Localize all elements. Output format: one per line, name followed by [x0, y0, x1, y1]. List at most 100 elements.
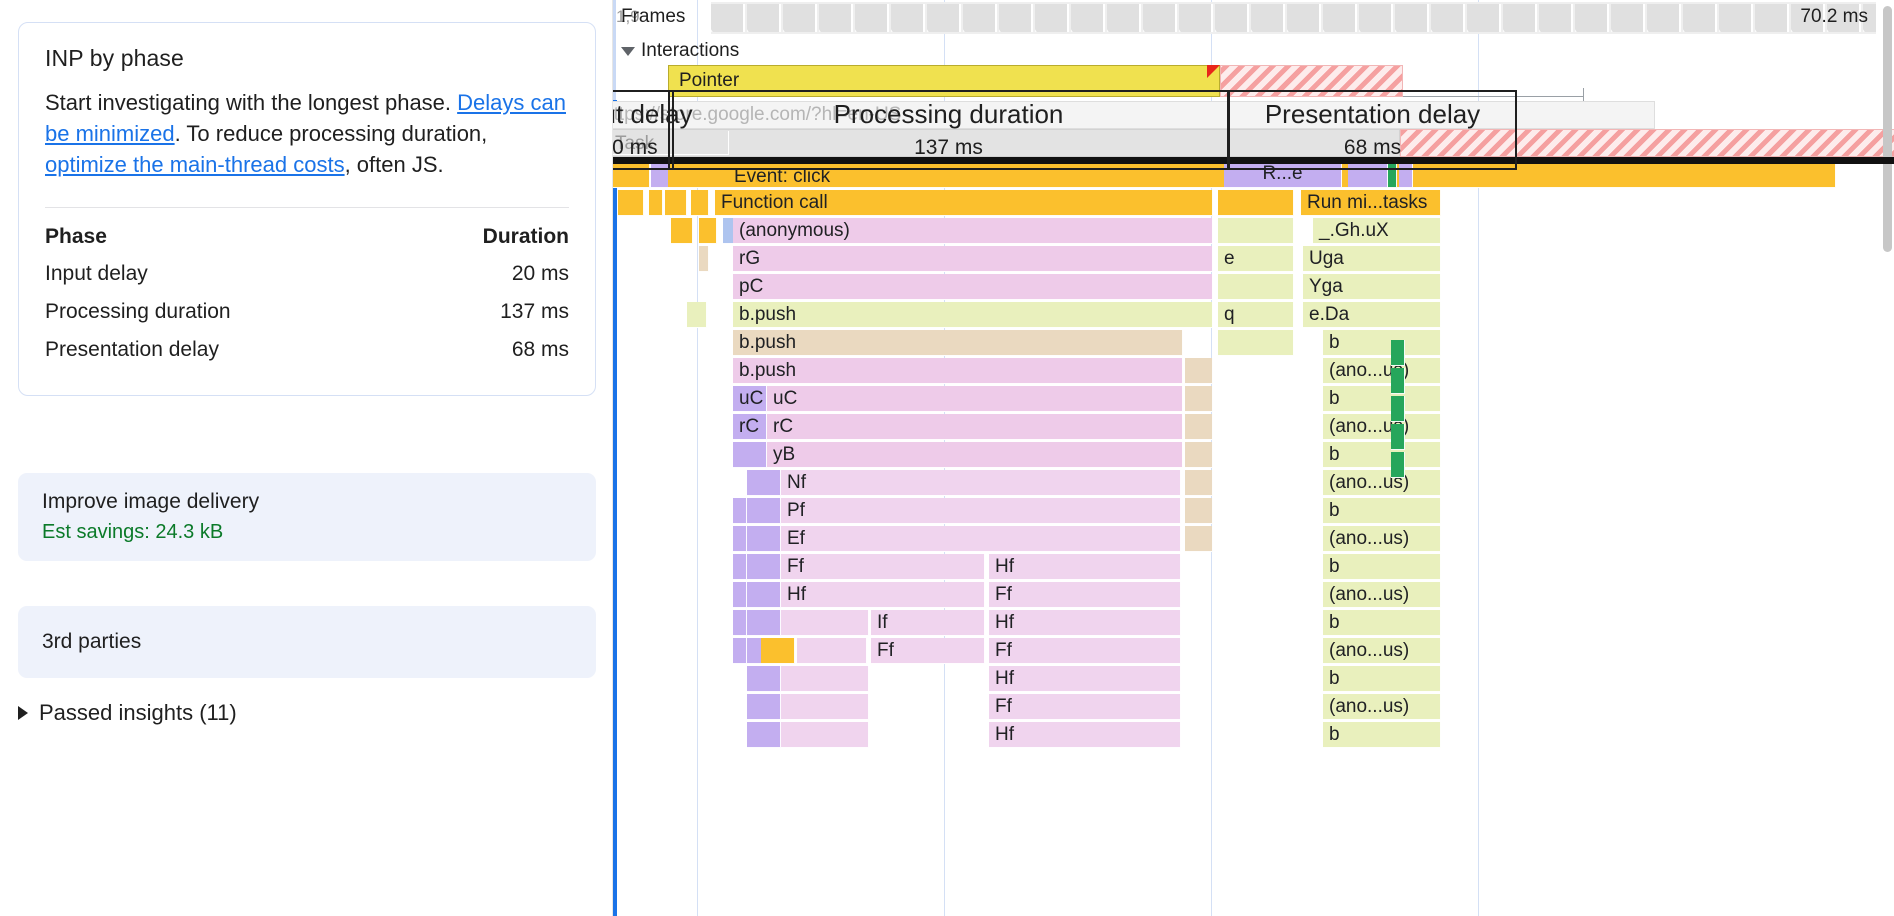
flame-block[interactable]: b	[1323, 554, 1441, 580]
flame-block[interactable]: (ano...us)	[1323, 358, 1441, 384]
frames-track[interactable]: /*frames filled below*/	[711, 2, 1876, 34]
flame-block[interactable]	[1185, 470, 1213, 496]
frame-cell[interactable]	[1863, 4, 1876, 32]
frame-cell[interactable]	[1575, 4, 1609, 32]
flame-block[interactable]: Ff	[989, 582, 1181, 608]
flame-block[interactable]: Pf	[781, 498, 1181, 524]
frame-cell[interactable]	[1179, 4, 1213, 32]
flame-block[interactable]	[733, 638, 747, 664]
flame-block[interactable]: Ff	[989, 694, 1181, 720]
delays-link[interactable]: Delays can be minimized	[45, 90, 566, 147]
frame-cell[interactable]	[1251, 4, 1285, 32]
frame-cell[interactable]	[1287, 4, 1321, 32]
task-band[interactable]	[613, 129, 1400, 157]
flame-block[interactable]: (ano...us)	[1323, 470, 1441, 496]
frame-cell[interactable]	[1683, 4, 1717, 32]
flame-block[interactable]: rC	[767, 414, 1183, 440]
flame-block[interactable]	[665, 190, 687, 216]
flame-block[interactable]: e.Da	[1303, 302, 1441, 328]
flame-block[interactable]: b	[1323, 610, 1441, 636]
flame-block[interactable]: (anonymous)	[733, 218, 1213, 244]
flame-block[interactable]: (ano...us)	[1323, 638, 1441, 664]
interactions-track-header[interactable]: Interactions	[621, 40, 739, 62]
flame-block[interactable]	[733, 498, 747, 524]
frame-cell[interactable]	[1035, 4, 1069, 32]
flame-block[interactable]	[1348, 160, 1388, 188]
flame-block[interactable]: b.push	[733, 302, 1213, 328]
flame-block[interactable]	[1185, 526, 1213, 552]
flame-block[interactable]	[747, 610, 781, 636]
flame-block[interactable]: Ff	[989, 638, 1181, 664]
frame-cell[interactable]	[1143, 4, 1177, 32]
flame-block[interactable]	[747, 582, 781, 608]
flame-block[interactable]: Ff	[871, 638, 985, 664]
frame-cell[interactable]	[855, 4, 889, 32]
flame-block[interactable]	[733, 554, 747, 580]
flame-block[interactable]: b	[1323, 498, 1441, 524]
frame-cell[interactable]	[1719, 4, 1753, 32]
flame-block[interactable]: b	[1323, 330, 1441, 356]
flame-block[interactable]	[1185, 498, 1213, 524]
frame-cell[interactable]	[999, 4, 1033, 32]
flame-block[interactable]	[747, 694, 781, 720]
flame-block[interactable]: yB	[767, 442, 1183, 468]
flame-block[interactable]: Nf	[781, 470, 1181, 496]
flame-block[interactable]: Ff	[781, 554, 985, 580]
frame-cell[interactable]	[1359, 4, 1393, 32]
frame-cell[interactable]	[1323, 4, 1357, 32]
flame-block[interactable]	[1185, 442, 1213, 468]
frame-cell[interactable]	[1827, 4, 1861, 32]
flame-block[interactable]	[671, 218, 693, 244]
flame-block[interactable]	[781, 610, 869, 636]
flame-block[interactable]	[747, 470, 781, 496]
flame-block[interactable]: rG	[733, 246, 1213, 272]
flame-block[interactable]	[699, 246, 709, 272]
flame-block[interactable]	[733, 582, 747, 608]
flame-block[interactable]: q	[1218, 302, 1294, 328]
flame-block[interactable]	[687, 302, 707, 328]
flame-block[interactable]	[1218, 218, 1294, 244]
flame-block[interactable]: Uga	[1303, 246, 1441, 272]
frame-cell[interactable]	[747, 4, 781, 32]
frame-cell[interactable]	[819, 4, 853, 32]
paint-block[interactable]	[1391, 340, 1405, 366]
frame-cell[interactable]	[1431, 4, 1465, 32]
paint-block[interactable]	[1391, 452, 1405, 478]
flame-block[interactable]	[733, 610, 747, 636]
frame-cell[interactable]	[1755, 4, 1789, 32]
flame-block[interactable]	[747, 722, 781, 748]
frame-cell[interactable]	[1467, 4, 1501, 32]
flame-block[interactable]: (ano...us)	[1323, 526, 1441, 552]
flame-block[interactable]	[747, 498, 781, 524]
frame-cell[interactable]	[891, 4, 925, 32]
raf-block[interactable]: R...e	[1224, 160, 1342, 188]
flame-block[interactable]: b	[1323, 442, 1441, 468]
frame-cell[interactable]	[1071, 4, 1105, 32]
flame-block[interactable]	[1218, 330, 1294, 356]
flame-block[interactable]: Hf	[989, 722, 1181, 748]
flame-block[interactable]: b.push	[733, 358, 1183, 384]
flame-block[interactable]	[699, 218, 717, 244]
frame-cell[interactable]	[1539, 4, 1573, 32]
flame-block[interactable]: Run mi...tasks	[1301, 190, 1441, 216]
flame-block[interactable]: If	[871, 610, 985, 636]
flame-block[interactable]: (ano...us)	[1323, 582, 1441, 608]
flame-block[interactable]	[1218, 190, 1294, 216]
flame-block[interactable]: b	[1323, 722, 1441, 748]
flame-block[interactable]: Yga	[1303, 274, 1441, 300]
flame-block[interactable]: Hf	[781, 582, 985, 608]
frame-cell[interactable]	[927, 4, 961, 32]
frame-cell[interactable]	[1647, 4, 1681, 32]
flame-block[interactable]	[733, 526, 747, 552]
insight-card-improve-image-delivery[interactable]: Improve image delivery Est savings: 24.3…	[18, 473, 596, 561]
frame-cell[interactable]	[1395, 4, 1429, 32]
flame-block[interactable]	[1185, 358, 1213, 384]
flame-block[interactable]	[761, 638, 795, 664]
flame-block[interactable]	[1399, 164, 1413, 188]
flame-block[interactable]: Ef	[781, 526, 1181, 552]
timeline-scrollbar[interactable]	[1883, 6, 1892, 252]
flame-block[interactable]	[747, 554, 781, 580]
frame-cell[interactable]	[1611, 4, 1645, 32]
flame-block[interactable]	[781, 722, 869, 748]
frame-cell[interactable]	[963, 4, 997, 32]
